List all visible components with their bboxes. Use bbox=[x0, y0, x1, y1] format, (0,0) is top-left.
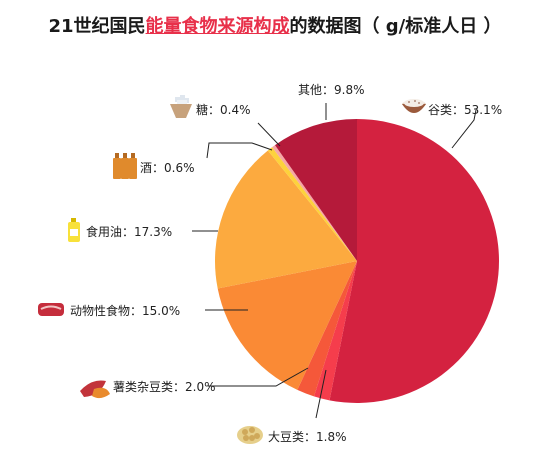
oil-bottle-icon bbox=[68, 218, 80, 242]
rice-bowl-icon bbox=[402, 99, 426, 113]
leader-line-wine bbox=[206, 142, 273, 159]
label-soybean: 大豆类：1.8% bbox=[268, 430, 347, 444]
pie-slice-animal bbox=[217, 261, 357, 390]
leader-line-soybean bbox=[315, 369, 327, 419]
title-prefix: 21世纪国民 bbox=[48, 16, 146, 37]
leader-line-sugar bbox=[257, 122, 281, 147]
pie-slices bbox=[215, 119, 500, 403]
pie-slice-sugar bbox=[272, 145, 357, 261]
sweet-potato-icon bbox=[80, 380, 110, 399]
wine-bottles-icon bbox=[113, 153, 137, 179]
leader-lines bbox=[192, 103, 477, 419]
label-sugar: 糖：0.4% bbox=[196, 102, 251, 117]
label-oil: 食用油：17.3% bbox=[86, 224, 172, 239]
pie-slice-other bbox=[274, 119, 357, 261]
label-animal: 动物性食物：15.0% bbox=[70, 303, 180, 318]
label-tuber: 薯类杂豆类：2.0% bbox=[113, 380, 216, 394]
leader-line-grains bbox=[451, 109, 477, 149]
pie-slice-soybean bbox=[313, 261, 357, 401]
label-other: 其他：9.8% bbox=[298, 83, 365, 97]
soybeans-icon bbox=[237, 426, 263, 444]
label-wine: 酒：0.6% bbox=[140, 161, 195, 175]
title-highlight: 能量食物来源构成 bbox=[145, 16, 290, 37]
pie-slice-wine bbox=[267, 147, 357, 261]
pie-slice-grains bbox=[329, 119, 500, 403]
label-grains: 谷类：53.1% bbox=[428, 103, 502, 117]
meat-icon bbox=[38, 303, 64, 316]
pie-slice-oil bbox=[215, 150, 357, 289]
title-suffix: 的数据图（ g/标准人日 ） bbox=[289, 16, 502, 37]
sugar-icon bbox=[170, 95, 192, 118]
chart-title: 21世纪国民能量食物来源构成的数据图（ g/标准人日 ） bbox=[0, 12, 550, 38]
leader-line-tuber bbox=[208, 367, 309, 387]
pie-slice-tuber bbox=[297, 261, 357, 397]
